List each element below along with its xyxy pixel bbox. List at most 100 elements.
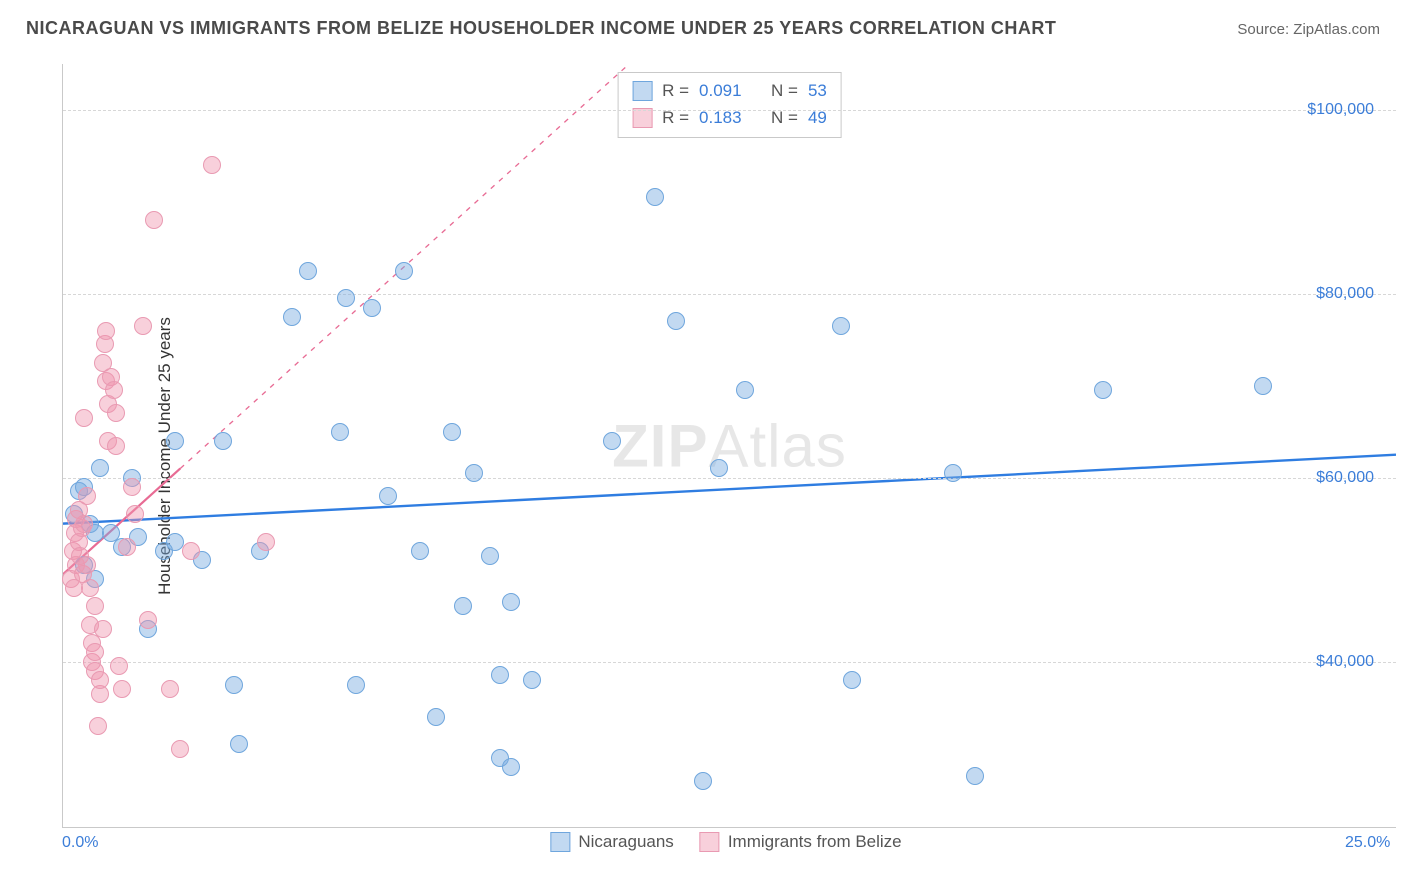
scatter-point-belize — [110, 657, 128, 675]
scatter-point-nicaraguans — [230, 735, 248, 753]
scatter-point-belize — [94, 620, 112, 638]
scatter-point-belize — [86, 597, 104, 615]
scatter-point-belize — [107, 437, 125, 455]
scatter-point-nicaraguans — [523, 671, 541, 689]
scatter-point-belize — [203, 156, 221, 174]
scatter-point-nicaraguans — [395, 262, 413, 280]
scatter-point-nicaraguans — [347, 676, 365, 694]
r-label-1: R = — [662, 104, 689, 131]
y-tick-label: $40,000 — [1316, 653, 1374, 671]
scatter-point-nicaraguans — [465, 464, 483, 482]
scatter-point-nicaraguans — [454, 597, 472, 615]
x-tick-label: 0.0% — [62, 834, 98, 852]
y-tick-label: $80,000 — [1316, 285, 1374, 303]
scatter-point-nicaraguans — [491, 666, 509, 684]
legend-item-belize: Immigrants from Belize — [700, 832, 902, 852]
scatter-point-belize — [105, 381, 123, 399]
scatter-point-nicaraguans — [411, 542, 429, 560]
scatter-point-nicaraguans — [299, 262, 317, 280]
scatter-point-nicaraguans — [427, 708, 445, 726]
scatter-point-nicaraguans — [832, 317, 850, 335]
plot-area: ZIPAtlas R = 0.091 N = 53 R = 0.183 N = … — [62, 64, 1396, 828]
scatter-point-nicaraguans — [966, 767, 984, 785]
scatter-point-nicaraguans — [283, 308, 301, 326]
r-value-1: 0.183 — [699, 104, 742, 131]
scatter-point-nicaraguans — [91, 459, 109, 477]
n-value-0: 53 — [808, 77, 827, 104]
gridline — [63, 110, 1396, 111]
gridline — [63, 294, 1396, 295]
r-value-0: 0.091 — [699, 77, 742, 104]
legend-item-nicaraguans: Nicaraguans — [550, 832, 673, 852]
watermark: ZIPAtlas — [612, 411, 847, 480]
scatter-point-nicaraguans — [944, 464, 962, 482]
scatter-point-nicaraguans — [331, 423, 349, 441]
scatter-point-nicaraguans — [502, 758, 520, 776]
chart-header: NICARAGUAN VS IMMIGRANTS FROM BELIZE HOU… — [0, 0, 1406, 47]
scatter-point-nicaraguans — [225, 676, 243, 694]
scatter-point-belize — [126, 505, 144, 523]
chart-container: Householder Income Under 25 years ZIPAtl… — [46, 56, 1406, 856]
scatter-point-belize — [134, 317, 152, 335]
n-label-0: N = — [771, 77, 798, 104]
scatter-point-belize — [113, 680, 131, 698]
watermark-bold: ZIP — [612, 412, 708, 479]
x-tick-label: 25.0% — [1345, 834, 1390, 852]
scatter-point-nicaraguans — [1254, 377, 1272, 395]
scatter-point-belize — [78, 556, 96, 574]
r-label-0: R = — [662, 77, 689, 104]
legend-swatch-belize — [700, 832, 720, 852]
scatter-point-belize — [97, 322, 115, 340]
stats-row-belize: R = 0.183 N = 49 — [632, 104, 827, 131]
scatter-point-belize — [107, 404, 125, 422]
scatter-point-belize — [75, 515, 93, 533]
scatter-point-belize — [145, 211, 163, 229]
scatter-point-nicaraguans — [363, 299, 381, 317]
scatter-point-belize — [171, 740, 189, 758]
trend-lines-layer — [63, 64, 1396, 827]
source-prefix: Source: — [1237, 21, 1293, 38]
scatter-point-nicaraguans — [379, 487, 397, 505]
scatter-point-nicaraguans — [603, 432, 621, 450]
scatter-point-belize — [118, 538, 136, 556]
stats-row-nicaraguans: R = 0.091 N = 53 — [632, 77, 827, 104]
scatter-point-belize — [182, 542, 200, 560]
scatter-point-nicaraguans — [337, 289, 355, 307]
gridline — [63, 662, 1396, 663]
scatter-point-nicaraguans — [843, 671, 861, 689]
scatter-point-belize — [161, 680, 179, 698]
scatter-point-nicaraguans — [1094, 381, 1112, 399]
scatter-point-belize — [78, 487, 96, 505]
scatter-point-nicaraguans — [694, 772, 712, 790]
source-credit: Source: ZipAtlas.com — [1237, 21, 1380, 38]
scatter-point-nicaraguans — [646, 188, 664, 206]
scatter-point-nicaraguans — [166, 432, 184, 450]
stats-legend-box: R = 0.091 N = 53 R = 0.183 N = 49 — [617, 72, 842, 138]
legend-swatch-nicaraguans — [550, 832, 570, 852]
scatter-point-belize — [91, 671, 109, 689]
n-value-1: 49 — [808, 104, 827, 131]
y-tick-label: $60,000 — [1316, 469, 1374, 487]
scatter-point-nicaraguans — [736, 381, 754, 399]
scatter-point-nicaraguans — [710, 459, 728, 477]
watermark-rest: Atlas — [708, 412, 846, 479]
source-name: ZipAtlas.com — [1293, 21, 1380, 38]
legend-label-nicaraguans: Nicaraguans — [578, 832, 673, 852]
legend-label-belize: Immigrants from Belize — [728, 832, 902, 852]
y-tick-label: $100,000 — [1307, 101, 1374, 119]
scatter-point-belize — [86, 643, 104, 661]
scatter-point-belize — [123, 478, 141, 496]
scatter-point-nicaraguans — [214, 432, 232, 450]
swatch-nicaraguans — [632, 81, 652, 101]
bottom-legend: Nicaraguans Immigrants from Belize — [550, 832, 901, 852]
scatter-point-belize — [89, 717, 107, 735]
scatter-point-nicaraguans — [502, 593, 520, 611]
scatter-point-nicaraguans — [443, 423, 461, 441]
scatter-point-belize — [139, 611, 157, 629]
scatter-point-belize — [81, 579, 99, 597]
n-label-1: N = — [771, 104, 798, 131]
scatter-point-nicaraguans — [481, 547, 499, 565]
scatter-point-nicaraguans — [667, 312, 685, 330]
scatter-point-belize — [75, 409, 93, 427]
gridline — [63, 478, 1396, 479]
